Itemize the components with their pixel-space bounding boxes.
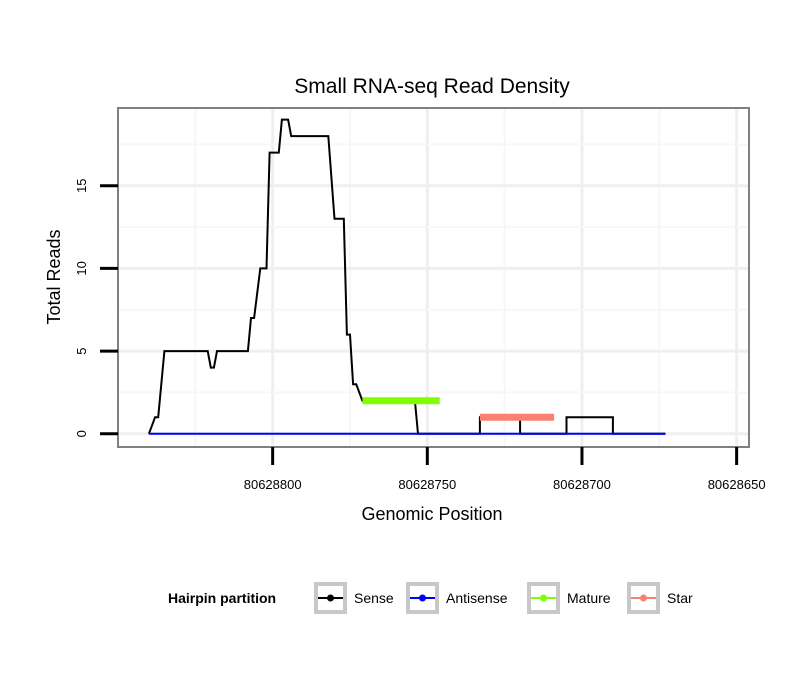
legend-key-point	[540, 594, 547, 602]
y-axis-label: Total Reads	[44, 229, 64, 324]
x-tick-label: 80628800	[244, 477, 302, 492]
x-tick-label: 80628750	[398, 477, 456, 492]
legend-title: Hairpin partition	[168, 590, 276, 606]
series-layer	[147, 118, 666, 435]
y-tick-label: 0	[74, 430, 89, 437]
legend: Hairpin partition Sense Antisense Mature St…	[168, 582, 693, 614]
chart-title: Small RNA-seq Read Density	[294, 75, 570, 98]
x-tick-label: 80628700	[553, 477, 611, 492]
y-axis: 0 5 10 15	[74, 178, 118, 437]
legend-label-sense: Sense	[354, 590, 394, 606]
series-sense-line	[147, 118, 666, 435]
plot-background	[118, 108, 749, 447]
y-tick-label: 15	[74, 178, 89, 192]
legend-key-point	[327, 594, 334, 602]
y-tick-label: 5	[74, 347, 89, 354]
legend-key-point	[640, 594, 647, 602]
legend-key-point	[419, 594, 426, 602]
legend-label-mature: Mature	[567, 590, 611, 606]
legend-label-star: Star	[667, 590, 693, 606]
x-axis: 80628800 80628750 80628700 80628650	[244, 447, 766, 492]
legend-label-antisense: Antisense	[446, 590, 508, 606]
y-tick-label: 10	[74, 261, 89, 275]
x-tick-label: 80628650	[708, 477, 766, 492]
plot-border	[117, 107, 750, 448]
x-axis-label: Genomic Position	[361, 504, 502, 524]
